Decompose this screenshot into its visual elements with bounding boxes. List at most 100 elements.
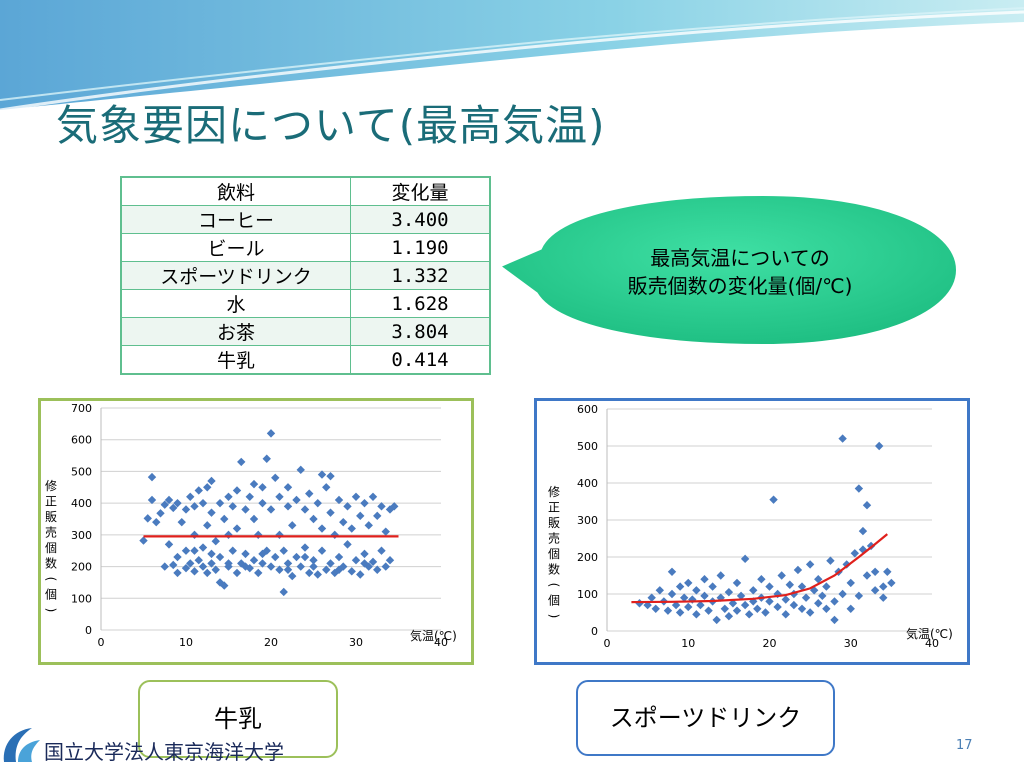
- milk-data-point: [181, 505, 191, 514]
- sports-data-point: [655, 586, 665, 595]
- milk-y-axis-label-char: 修: [45, 478, 57, 493]
- milk-data-point: [207, 476, 216, 486]
- sports-x-tick-label: 30: [844, 637, 858, 650]
- table-row: お茶 3.804: [120, 317, 491, 346]
- milk-data-point: [368, 492, 378, 501]
- milk-data-point: [317, 470, 327, 479]
- milk-data-point: [351, 492, 361, 501]
- sports-data-point: [773, 589, 782, 599]
- sports-data-point: [870, 586, 880, 595]
- sports-data-point: [749, 586, 758, 595]
- milk-data-point: [215, 498, 225, 508]
- milk-data-point: [164, 495, 174, 505]
- sports-y-tick-label: 500: [577, 440, 598, 453]
- sports-data-point: [793, 565, 803, 575]
- sports-data-point: [814, 575, 823, 584]
- milk-data-point: [211, 565, 220, 574]
- sports-data-point: [805, 608, 815, 617]
- milk-y-axis-label-char: 個: [45, 588, 57, 602]
- sports-x-axis-label: 気温(℃): [906, 626, 953, 641]
- sports-y-axis-label-char: 売: [548, 531, 560, 546]
- page-number: 17: [956, 738, 973, 753]
- sports-x-tick-label: 20: [763, 637, 777, 650]
- milk-y-axis-label-char: ): [44, 608, 58, 613]
- sports-data-point: [700, 591, 709, 601]
- sports-data-point: [781, 610, 790, 619]
- sports-data-point: [818, 591, 827, 601]
- sports-data-point: [809, 586, 819, 595]
- milk-data-point: [147, 495, 157, 505]
- milk-data-point: [300, 552, 310, 562]
- milk-data-point: [147, 472, 157, 482]
- sports-y-tick-label: 0: [591, 625, 598, 638]
- sports-data-point: [838, 589, 847, 599]
- callout-text: 最高気温についての 販売個数の変化量(個/℃): [560, 244, 920, 300]
- sports-data-point: [716, 593, 725, 602]
- milk-data-point: [186, 492, 195, 501]
- sports-y-axis-label-char: 販: [548, 516, 560, 530]
- milk-data-point: [241, 505, 250, 514]
- sports-data-point: [879, 582, 888, 591]
- milk-data-point: [300, 505, 310, 514]
- milk-data-point: [160, 562, 169, 571]
- milk-data-point: [317, 524, 327, 533]
- table-row: 水 1.628: [120, 289, 491, 318]
- milk-data-point: [279, 587, 288, 597]
- milk-y-tick-label: 500: [71, 465, 92, 478]
- sports-data-point: [720, 604, 730, 613]
- sports-y-axis-label-char: ): [547, 614, 561, 619]
- milk-x-tick-label: 10: [179, 636, 193, 649]
- milk-data-point: [283, 483, 293, 492]
- milk-data-point: [266, 562, 276, 571]
- sports-data-point: [692, 586, 701, 595]
- sports-data-point: [724, 587, 734, 597]
- sports-y-tick-label: 100: [577, 588, 598, 601]
- milk-data-point: [305, 489, 314, 498]
- sports-data-point: [781, 595, 790, 604]
- sports-data-point: [846, 578, 855, 588]
- sports-data-point: [696, 600, 705, 610]
- sports-data-point: [667, 567, 677, 576]
- university-logo: [3, 728, 40, 762]
- sports-data-point: [789, 600, 799, 610]
- sports-data-point: [846, 604, 855, 613]
- sports-data-point: [740, 600, 750, 610]
- milk-data-point: [309, 514, 318, 524]
- table-cell-beverage: 水: [120, 289, 351, 318]
- sports-data-point: [830, 615, 839, 625]
- sports-y-tick-label: 200: [577, 551, 598, 564]
- milk-data-point: [198, 543, 208, 552]
- sports-data-point: [744, 610, 754, 619]
- milk-data-point: [215, 552, 225, 562]
- milk-data-point: [334, 495, 344, 505]
- sports-x-tick-label: 10: [681, 637, 695, 650]
- milk-data-point: [322, 565, 331, 574]
- milk-data-point: [258, 483, 267, 492]
- sports-data-point: [854, 591, 864, 601]
- milk-x-tick-label: 30: [349, 636, 363, 649]
- milk-data-point: [228, 502, 237, 511]
- milk-data-point: [275, 565, 284, 574]
- milk-data-point: [300, 543, 310, 552]
- sports-data-point: [854, 484, 864, 493]
- milk-data-point: [271, 473, 280, 482]
- milk-data-point: [249, 479, 259, 489]
- milk-data-point: [334, 552, 344, 562]
- milk-data-point: [245, 492, 254, 501]
- milk-data-point: [241, 562, 250, 571]
- sports-data-point: [757, 575, 766, 584]
- milk-y-axis-label-char: 販: [45, 510, 57, 524]
- milk-data-point: [377, 502, 386, 511]
- sports-data-point: [692, 610, 701, 619]
- sports-data-point: [765, 597, 774, 606]
- milk-data-point: [322, 483, 331, 492]
- callout-line-2: 販売個数の変化量(個/℃): [627, 274, 853, 298]
- milk-data-point: [373, 565, 382, 574]
- beverage-change-table: 飲料 変化量 コーヒー 3.400 ビール 1.190 スポーツドリンク 1.3…: [120, 176, 491, 375]
- sports-data-point: [708, 582, 717, 591]
- sports-data-point: [724, 612, 734, 621]
- sports-data-point: [826, 556, 835, 565]
- milk-y-axis-label-char: 売: [45, 525, 57, 540]
- sports-data-point: [874, 441, 884, 451]
